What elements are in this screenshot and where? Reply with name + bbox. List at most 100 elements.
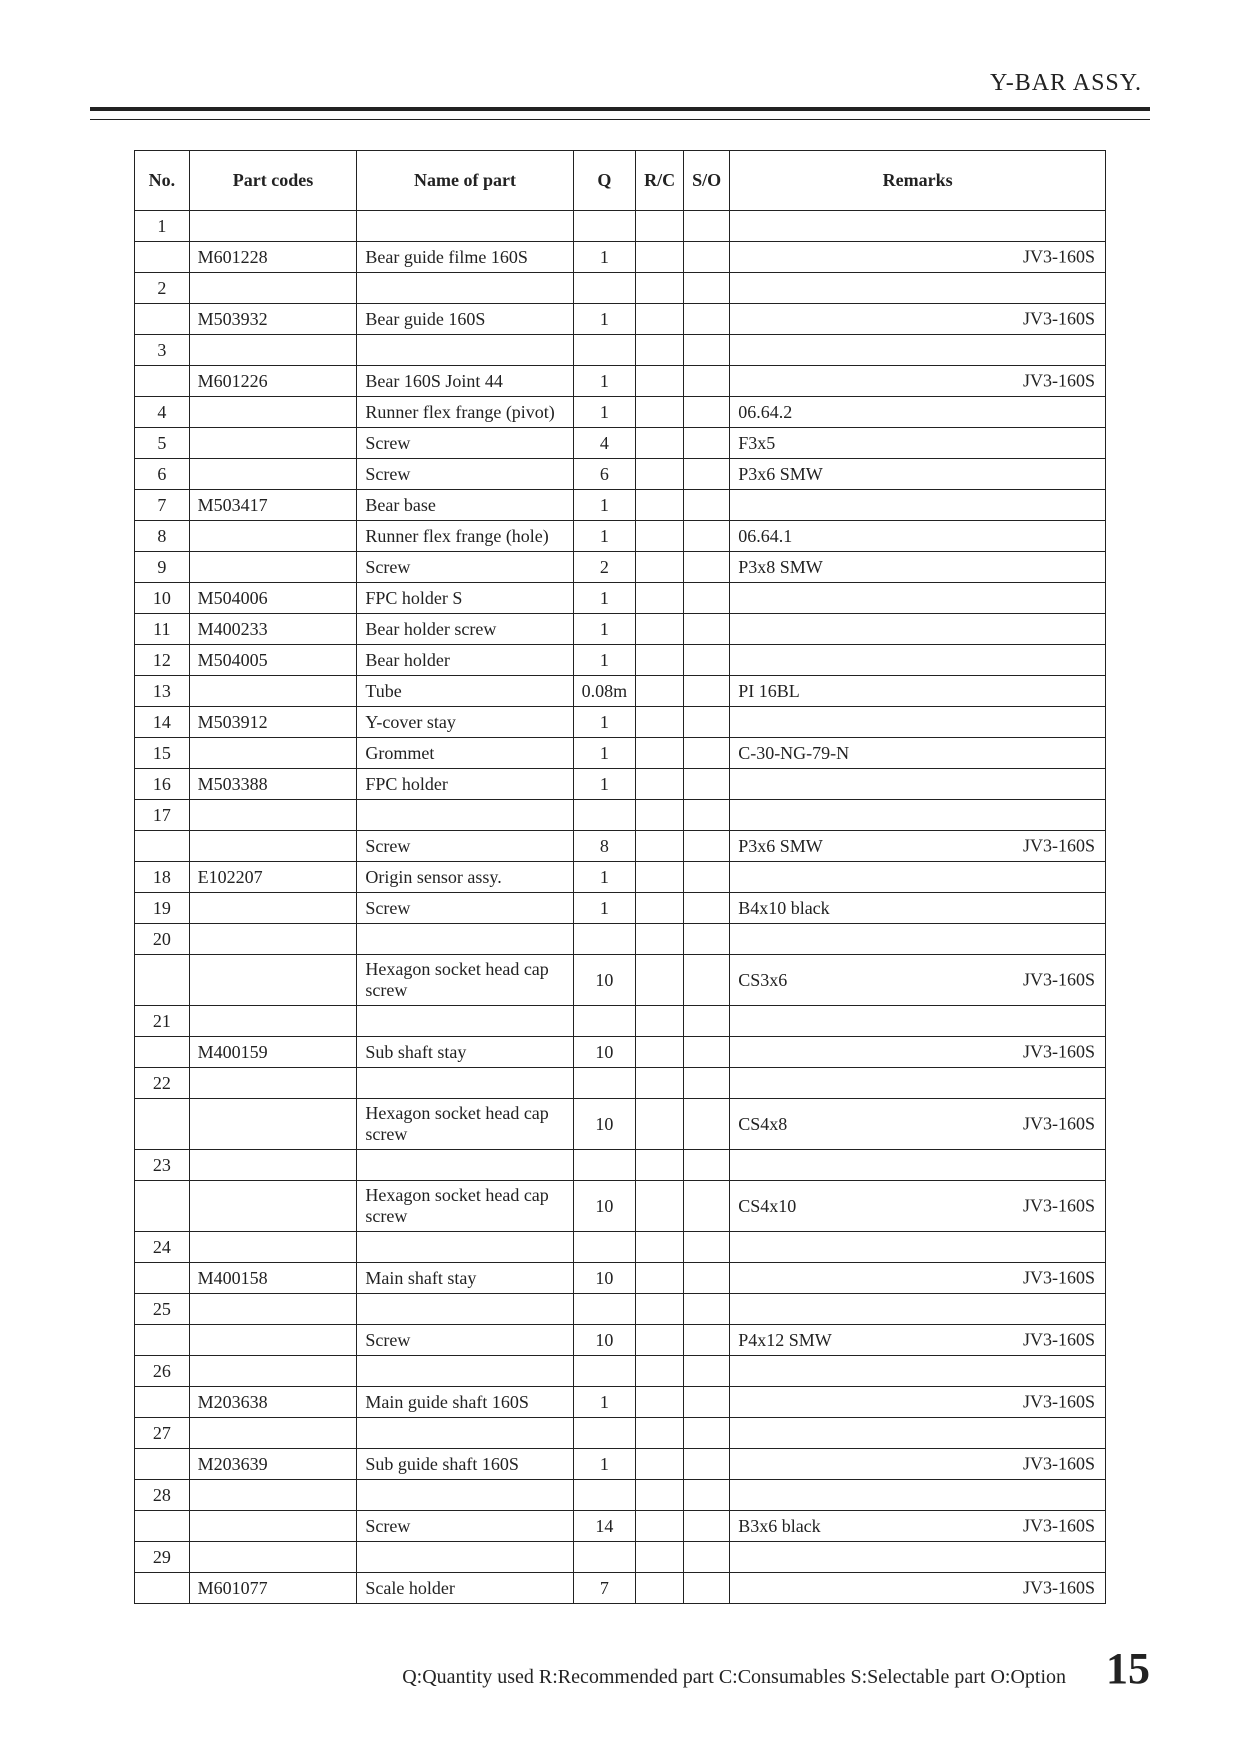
cell-rc <box>636 428 684 459</box>
cell-code <box>189 397 357 428</box>
table-row: 15Grommet1C-30-NG-79-N <box>135 738 1106 769</box>
cell-remarks <box>730 924 1106 955</box>
table-row: M601228Bear guide filme 160S1JV3-160S <box>135 242 1106 273</box>
cell-name: Main shaft stay <box>357 1263 573 1294</box>
cell-no: 11 <box>135 614 190 645</box>
cell-remarks: JV3-160S <box>730 242 1106 273</box>
cell-name <box>357 1068 573 1099</box>
cell-remarks: 06.64.2 <box>730 397 1106 428</box>
cell-code <box>189 521 357 552</box>
cell-rc <box>636 242 684 273</box>
cell-no <box>135 1325 190 1356</box>
cell-rc <box>636 1150 684 1181</box>
cell-code: M504005 <box>189 645 357 676</box>
cell-so <box>684 1573 730 1604</box>
cell-remarks: JV3-160S <box>730 1263 1106 1294</box>
cell-code: M503417 <box>189 490 357 521</box>
cell-q: 1 <box>573 490 636 521</box>
cell-no <box>135 366 190 397</box>
cell-so <box>684 1511 730 1542</box>
cell-so <box>684 552 730 583</box>
remark-right: JV3-160S <box>1023 247 1095 268</box>
cell-so <box>684 211 730 242</box>
cell-q: 1 <box>573 366 636 397</box>
cell-no <box>135 955 190 1006</box>
cell-no: 2 <box>135 273 190 304</box>
table-row: 18E102207Origin sensor assy.1 <box>135 862 1106 893</box>
cell-rc <box>636 459 684 490</box>
cell-remarks: 06.64.1 <box>730 521 1106 552</box>
cell-so <box>684 1449 730 1480</box>
cell-rc <box>636 676 684 707</box>
cell-code: M504006 <box>189 583 357 614</box>
cell-remarks <box>730 1006 1106 1037</box>
cell-so <box>684 1263 730 1294</box>
cell-so <box>684 521 730 552</box>
remark-left: F3x5 <box>738 433 775 453</box>
cell-no: 28 <box>135 1480 190 1511</box>
cell-code <box>189 1542 357 1573</box>
cell-no <box>135 1037 190 1068</box>
cell-rc <box>636 862 684 893</box>
cell-no: 19 <box>135 893 190 924</box>
cell-rc <box>636 335 684 366</box>
cell-rc <box>636 1573 684 1604</box>
cell-remarks <box>730 583 1106 614</box>
legend-text: Q:Quantity used R:Recommended part C:Con… <box>402 1666 1066 1689</box>
cell-code <box>189 893 357 924</box>
table-row: 5Screw4F3x5 <box>135 428 1106 459</box>
table-row: Screw8P3x6 SMWJV3-160S <box>135 831 1106 862</box>
table-row: M503932Bear guide 160S1JV3-160S <box>135 304 1106 335</box>
cell-q <box>573 1294 636 1325</box>
cell-so <box>684 459 730 490</box>
cell-no: 7 <box>135 490 190 521</box>
cell-no: 9 <box>135 552 190 583</box>
cell-so <box>684 1387 730 1418</box>
cell-no: 3 <box>135 335 190 366</box>
cell-so <box>684 707 730 738</box>
table-row: 22 <box>135 1068 1106 1099</box>
cell-q: 1 <box>573 862 636 893</box>
table-row: M400158Main shaft stay10 JV3-160S <box>135 1263 1106 1294</box>
cell-code <box>189 1480 357 1511</box>
cell-so <box>684 1480 730 1511</box>
cell-code: M400158 <box>189 1263 357 1294</box>
cell-q: 7 <box>573 1573 636 1604</box>
cell-name <box>357 1480 573 1511</box>
page: Y-BAR ASSY. No. Part codes Name of part … <box>0 0 1240 1754</box>
remark-left: P4x12 SMW <box>738 1330 832 1350</box>
cell-name <box>357 1232 573 1263</box>
remark-right: JV3-160S <box>1023 1114 1095 1135</box>
cell-q: 10 <box>573 1263 636 1294</box>
cell-rc <box>636 1068 684 1099</box>
cell-so <box>684 1418 730 1449</box>
cell-no: 27 <box>135 1418 190 1449</box>
remark-right: JV3-160S <box>1023 371 1095 392</box>
remark-right: JV3-160S <box>1023 309 1095 330</box>
cell-no: 26 <box>135 1356 190 1387</box>
cell-q: 4 <box>573 428 636 459</box>
cell-rc <box>636 397 684 428</box>
page-title: Y-BAR ASSY. <box>90 70 1150 97</box>
cell-name: Screw <box>357 1511 573 1542</box>
cell-code <box>189 552 357 583</box>
table-row: 19Screw1B4x10 black <box>135 893 1106 924</box>
cell-name <box>357 1542 573 1573</box>
cell-so <box>684 1068 730 1099</box>
cell-name: Screw <box>357 552 573 583</box>
cell-so <box>684 428 730 459</box>
remark-right: JV3-160S <box>1023 1196 1095 1217</box>
cell-rc <box>636 1325 684 1356</box>
cell-remarks <box>730 1356 1106 1387</box>
cell-so <box>684 924 730 955</box>
col-remarks: Remarks <box>730 151 1106 211</box>
table-body: 1M601228Bear guide filme 160S1JV3-160S2M… <box>135 211 1106 1604</box>
cell-remarks <box>730 273 1106 304</box>
cell-code: M503932 <box>189 304 357 335</box>
cell-no: 24 <box>135 1232 190 1263</box>
table-row: Screw14B3x6 blackJV3-160S <box>135 1511 1106 1542</box>
cell-name: Hexagon socket head cap screw <box>357 955 573 1006</box>
cell-code <box>189 1006 357 1037</box>
remark-left: PI 16BL <box>738 681 800 701</box>
cell-q: 1 <box>573 769 636 800</box>
